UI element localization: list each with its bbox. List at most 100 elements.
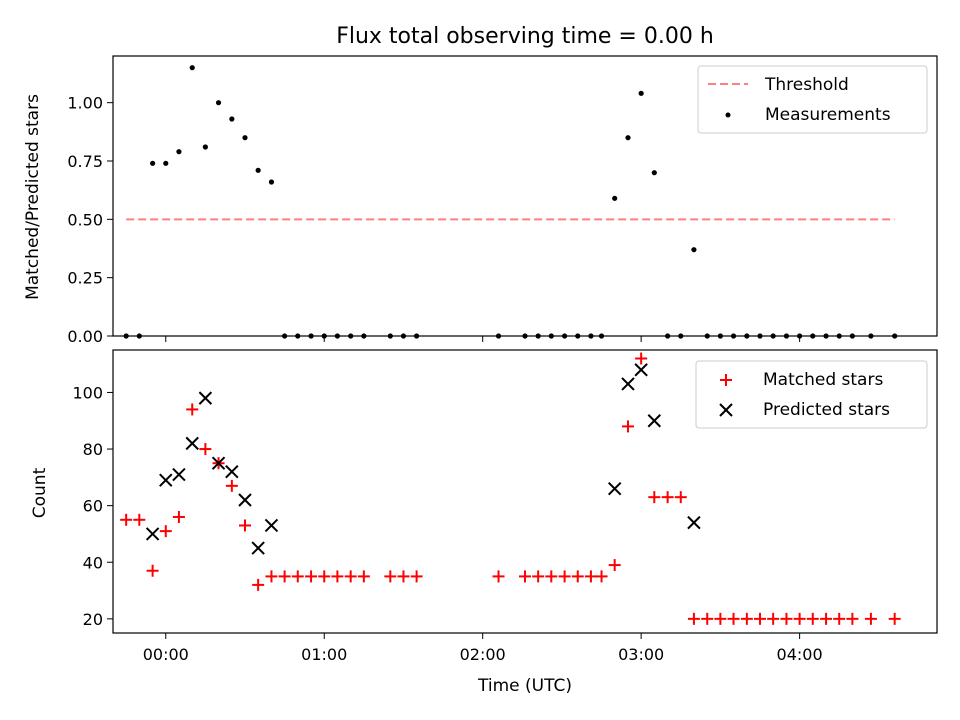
matched-star-point: [318, 570, 331, 583]
predicted-star-point: [687, 515, 701, 530]
measurement-point: [651, 170, 657, 176]
predicted-star-point: [159, 473, 173, 487]
matched-star-point: [571, 570, 584, 583]
y-tick-label: 100: [72, 383, 103, 402]
x-tick-label: 02:00: [460, 645, 506, 664]
predicted-star-point: [647, 414, 662, 428]
predicted-star-point: [211, 456, 226, 470]
measurement-point: [150, 160, 156, 166]
matched-star-point: [532, 570, 545, 583]
matched-star-point: [714, 612, 727, 625]
count-axis-ticks: 20 40 60 80 100 00:00 01:00 02:00 03:00 04:00: [72, 383, 822, 664]
matched-star-point: [888, 612, 901, 625]
matched-star-point: [558, 570, 571, 583]
matched-star-point: [584, 570, 597, 583]
predicted-star-point: [251, 541, 265, 555]
y-tick-label: 80: [83, 440, 103, 459]
matched-star-point: [120, 513, 133, 526]
matched-star-point: [661, 491, 674, 504]
matched-star-point: [727, 612, 740, 625]
y-tick-label: 0.25: [67, 269, 103, 288]
matched-star-point: [146, 564, 159, 577]
matched-star-point: [357, 570, 370, 583]
predicted-legend-swatch: [719, 403, 733, 417]
measurement-point: [625, 135, 631, 141]
matched-star-point: [133, 513, 146, 526]
matched-star-point: [545, 570, 558, 583]
matched-star-point: [410, 570, 423, 583]
measurement-point: [242, 135, 248, 141]
measurement-point: [638, 90, 644, 96]
matched-star-point: [519, 570, 531, 583]
predicted-star-point: [145, 527, 160, 541]
legend-measurements-label: Measurements: [765, 105, 891, 125]
matched-legend-swatch: [720, 374, 732, 386]
matched-star-point: [806, 612, 819, 625]
count-panel: Count Time (UTC) 20 40 60 80 100 00:00 01:00 02…: [30, 349, 938, 696]
matched-star-point: [635, 352, 648, 365]
y-axis-label-ratio: Matched/Predicted stars: [23, 94, 43, 300]
measurement-point: [612, 195, 618, 201]
predicted-star-point: [264, 518, 279, 533]
legend-matched-label: Matched stars: [763, 370, 883, 390]
y-axis-label-count: Count: [30, 467, 50, 518]
ratio-axis-ticks: 0.00 0.25 0.50 0.75 1.00: [67, 94, 801, 346]
x-axis-label: Time (UTC): [477, 676, 572, 696]
x-tick-label: 01:00: [301, 645, 347, 664]
measurement-point: [163, 160, 169, 166]
matched-star-point: [159, 525, 172, 538]
measurement-point: [215, 100, 222, 106]
matched-star-point: [186, 403, 199, 416]
y-tick-label: 60: [83, 497, 103, 516]
matched-star-point: [238, 519, 251, 532]
matched-star-point: [397, 570, 410, 583]
matched-star-point: [252, 578, 265, 591]
matched-star-point: [199, 443, 212, 456]
measurement-point: [176, 149, 182, 155]
matched-star-point: [753, 612, 766, 625]
matched-star-point: [595, 570, 608, 583]
count-plot-frame: [112, 349, 938, 634]
predicted-star-point: [607, 481, 622, 496]
predicted-star-point: [172, 467, 186, 482]
matched-star-point: [608, 559, 621, 572]
legend-threshold-label: Threshold: [764, 75, 849, 95]
y-tick-label: 20: [83, 610, 103, 629]
ratio-plot-frame: [112, 55, 938, 337]
matched-star-point: [648, 491, 661, 504]
matched-star-point: [674, 491, 687, 504]
matched-star-point: [305, 570, 318, 583]
predicted-star-point: [198, 391, 213, 405]
matched-star-point: [265, 570, 278, 583]
measurement-point: [229, 116, 235, 122]
matched-star-point: [492, 570, 505, 583]
legend-predicted-label: Predicted stars: [763, 400, 890, 420]
predicted-star-point: [185, 436, 199, 451]
matched-star-point: [793, 612, 806, 625]
measurement-point: [268, 179, 275, 185]
legend-box: [695, 360, 928, 429]
matched-star-point: [687, 612, 700, 625]
measurement-point: [255, 167, 261, 173]
matched-star-point: [622, 420, 634, 433]
matched-star-point: [846, 612, 859, 625]
ratio-panel: Flux total observing time = 0.00 h Match…: [23, 24, 938, 346]
matched-star-point: [833, 612, 846, 625]
y-tick-label: 0.00: [67, 327, 103, 346]
y-tick-label: 0.50: [67, 210, 103, 229]
predicted-star-point: [621, 377, 635, 391]
x-tick-label: 04:00: [777, 645, 823, 664]
ratio-plot-marks: [123, 65, 898, 339]
y-tick-label: 40: [83, 553, 103, 572]
matched-star-point: [331, 570, 344, 583]
matched-star-point: [225, 479, 238, 492]
matched-star-point: [344, 570, 357, 583]
chart-title: Flux total observing time = 0.00 h: [336, 24, 714, 49]
legend-box: [697, 65, 928, 134]
predicted-star-point: [225, 464, 239, 479]
matched-star-point: [291, 570, 304, 583]
x-tick-label: 00:00: [143, 645, 189, 664]
predicted-star-point: [238, 493, 252, 507]
measurement-point: [691, 247, 697, 253]
